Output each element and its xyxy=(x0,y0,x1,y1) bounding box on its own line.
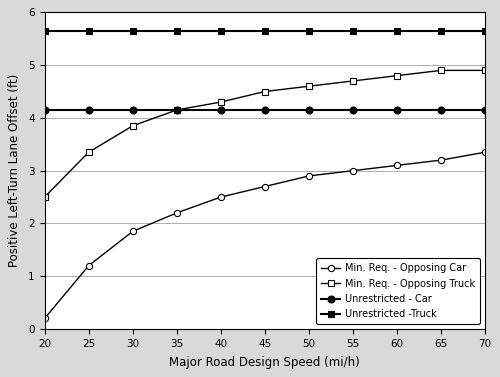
Unrestricted - Car xyxy=(394,108,400,112)
Min. Req. - Opposing Truck xyxy=(42,195,48,199)
Unrestricted -Truck xyxy=(306,29,312,33)
Y-axis label: Positive Left-Turn Lane Offset (ft): Positive Left-Turn Lane Offset (ft) xyxy=(8,74,22,267)
Unrestricted -Truck xyxy=(394,29,400,33)
Min. Req. - Opposing Truck xyxy=(218,100,224,104)
Min. Req. - Opposing Truck xyxy=(350,79,356,83)
Unrestricted - Car xyxy=(130,108,136,112)
Line: Min. Req. - Opposing Car: Min. Req. - Opposing Car xyxy=(42,149,488,322)
Min. Req. - Opposing Car xyxy=(262,184,268,189)
Min. Req. - Opposing Truck xyxy=(262,89,268,94)
Min. Req. - Opposing Car xyxy=(306,174,312,178)
Min. Req. - Opposing Car xyxy=(438,158,444,162)
Unrestricted - Car xyxy=(482,108,488,112)
Min. Req. - Opposing Car xyxy=(482,150,488,155)
Min. Req. - Opposing Car xyxy=(394,163,400,168)
Unrestricted -Truck xyxy=(174,29,180,33)
X-axis label: Major Road Design Speed (mi/h): Major Road Design Speed (mi/h) xyxy=(170,356,360,369)
Line: Unrestricted -Truck: Unrestricted -Truck xyxy=(41,28,488,34)
Unrestricted - Car xyxy=(306,108,312,112)
Min. Req. - Opposing Truck xyxy=(394,74,400,78)
Unrestricted - Car xyxy=(174,108,180,112)
Unrestricted -Truck xyxy=(42,29,48,33)
Min. Req. - Opposing Truck xyxy=(174,108,180,112)
Line: Min. Req. - Opposing Truck: Min. Req. - Opposing Truck xyxy=(42,67,488,200)
Unrestricted -Truck xyxy=(130,29,136,33)
Unrestricted -Truck xyxy=(262,29,268,33)
Unrestricted - Car xyxy=(86,108,91,112)
Unrestricted - Car xyxy=(262,108,268,112)
Line: Unrestricted - Car: Unrestricted - Car xyxy=(41,106,488,113)
Min. Req. - Opposing Truck xyxy=(130,124,136,128)
Unrestricted -Truck xyxy=(86,29,91,33)
Min. Req. - Opposing Truck xyxy=(438,68,444,73)
Min. Req. - Opposing Car xyxy=(42,316,48,321)
Legend: Min. Req. - Opposing Car, Min. Req. - Opposing Truck, Unrestricted - Car, Unrest: Min. Req. - Opposing Car, Min. Req. - Op… xyxy=(316,258,480,324)
Min. Req. - Opposing Car xyxy=(86,264,91,268)
Unrestricted -Truck xyxy=(218,29,224,33)
Unrestricted - Car xyxy=(218,108,224,112)
Min. Req. - Opposing Car xyxy=(130,229,136,234)
Unrestricted -Truck xyxy=(482,29,488,33)
Unrestricted -Truck xyxy=(438,29,444,33)
Min. Req. - Opposing Truck xyxy=(306,84,312,89)
Min. Req. - Opposing Car xyxy=(218,195,224,199)
Unrestricted - Car xyxy=(42,108,48,112)
Min. Req. - Opposing Car xyxy=(350,169,356,173)
Min. Req. - Opposing Truck xyxy=(86,150,91,155)
Unrestricted - Car xyxy=(438,108,444,112)
Min. Req. - Opposing Truck xyxy=(482,68,488,73)
Unrestricted -Truck xyxy=(350,29,356,33)
Min. Req. - Opposing Car xyxy=(174,211,180,215)
Unrestricted - Car xyxy=(350,108,356,112)
